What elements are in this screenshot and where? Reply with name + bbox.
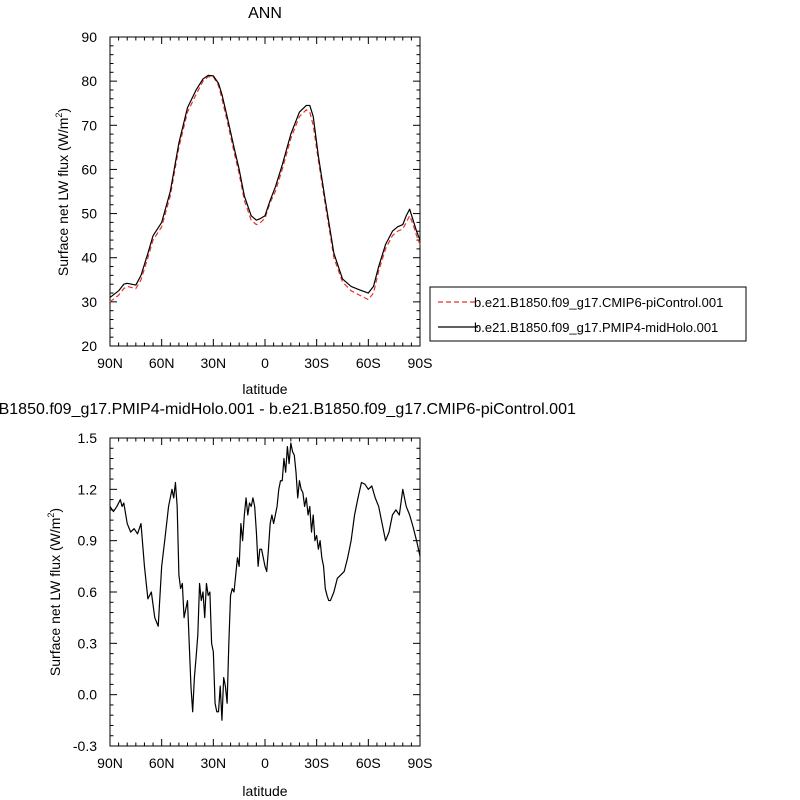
y-tick-label: 50	[81, 206, 97, 222]
legend-label-midholo: b.e21.B1850.f09_g17.PMIP4-midHolo.001	[474, 320, 718, 335]
y-tick-label: 90	[81, 29, 97, 45]
plot-frame-difference	[109, 437, 421, 747]
legend-label-picontrol: b.e21.B1850.f09_g17.CMIP6-piControl.001	[474, 295, 723, 310]
x-tick-label: 90S	[408, 355, 433, 371]
y-axis-label-tail: )	[47, 508, 63, 513]
x-tick-label: 30S	[304, 355, 329, 371]
x-axis-label-difference: latitude	[242, 783, 287, 799]
x-tick-label: 30S	[304, 755, 329, 771]
legend: b.e21.B1850.f09_g17.CMIP6-piControl.001 …	[429, 286, 747, 342]
y-tick-label: 70	[81, 117, 97, 133]
series-line-0-1	[109, 74, 421, 298]
x-tick-label: 0	[261, 355, 269, 371]
y-tick-label: 30	[81, 294, 97, 310]
x-tick-label: 90S	[408, 755, 433, 771]
chart-title-difference: b.e21.B1850.f09_g17.PMIP4-midHolo.001 - …	[0, 401, 576, 418]
y-tick-label: 80	[81, 73, 97, 89]
y-tick-label: 0.0	[78, 687, 98, 703]
y-tick-label: 1.2	[78, 481, 98, 497]
y-tick-label: 20	[81, 338, 97, 354]
x-tick-label: 30N	[200, 355, 226, 371]
panel-annual-flux: ANN latitude Surface net LW flux (W/m2) …	[54, 5, 432, 397]
y-tick-label: 60	[81, 161, 97, 177]
y-axis-label-sup: 2	[54, 113, 64, 118]
x-axis-label: latitude	[242, 381, 287, 397]
panel-difference: b.e21.B1850.f09_g17.PMIP4-midHolo.001 - …	[0, 401, 576, 799]
y-tick-label: 40	[81, 250, 97, 266]
y-axis-label: Surface net LW flux (W/m2)	[54, 108, 71, 276]
x-tick-label: 30N	[200, 755, 226, 771]
x-tick-label: 60S	[356, 755, 381, 771]
y-tick-label: -0.3	[73, 738, 97, 754]
y-axis-label-difference: Surface net LW flux (W/m2)	[46, 508, 63, 676]
y-axis-label-sup: 2	[46, 513, 56, 518]
y-tick-label: 1.5	[78, 430, 98, 446]
x-tick-label: 60N	[149, 755, 175, 771]
x-tick-label: 0	[261, 755, 269, 771]
x-tick-label: 90N	[97, 355, 123, 371]
y-axis-label-main: Surface net LW flux (W/m	[55, 118, 71, 276]
x-tick-label: 60S	[356, 355, 381, 371]
legend-box	[429, 286, 747, 342]
x-tick-label: 90N	[97, 755, 123, 771]
series-line-1-0	[109, 442, 421, 721]
chart-title: ANN	[248, 5, 282, 22]
y-axis-label-main: Surface net LW flux (W/m	[47, 518, 63, 676]
y-axis-label-tail: )	[55, 108, 71, 113]
y-tick-label: 0.6	[78, 584, 98, 600]
plot-frame	[109, 36, 421, 347]
x-tick-label: 60N	[149, 355, 175, 371]
series-line-0-0	[109, 76, 421, 303]
y-tick-label: 0.9	[78, 533, 98, 549]
y-tick-label: 0.3	[78, 635, 98, 651]
